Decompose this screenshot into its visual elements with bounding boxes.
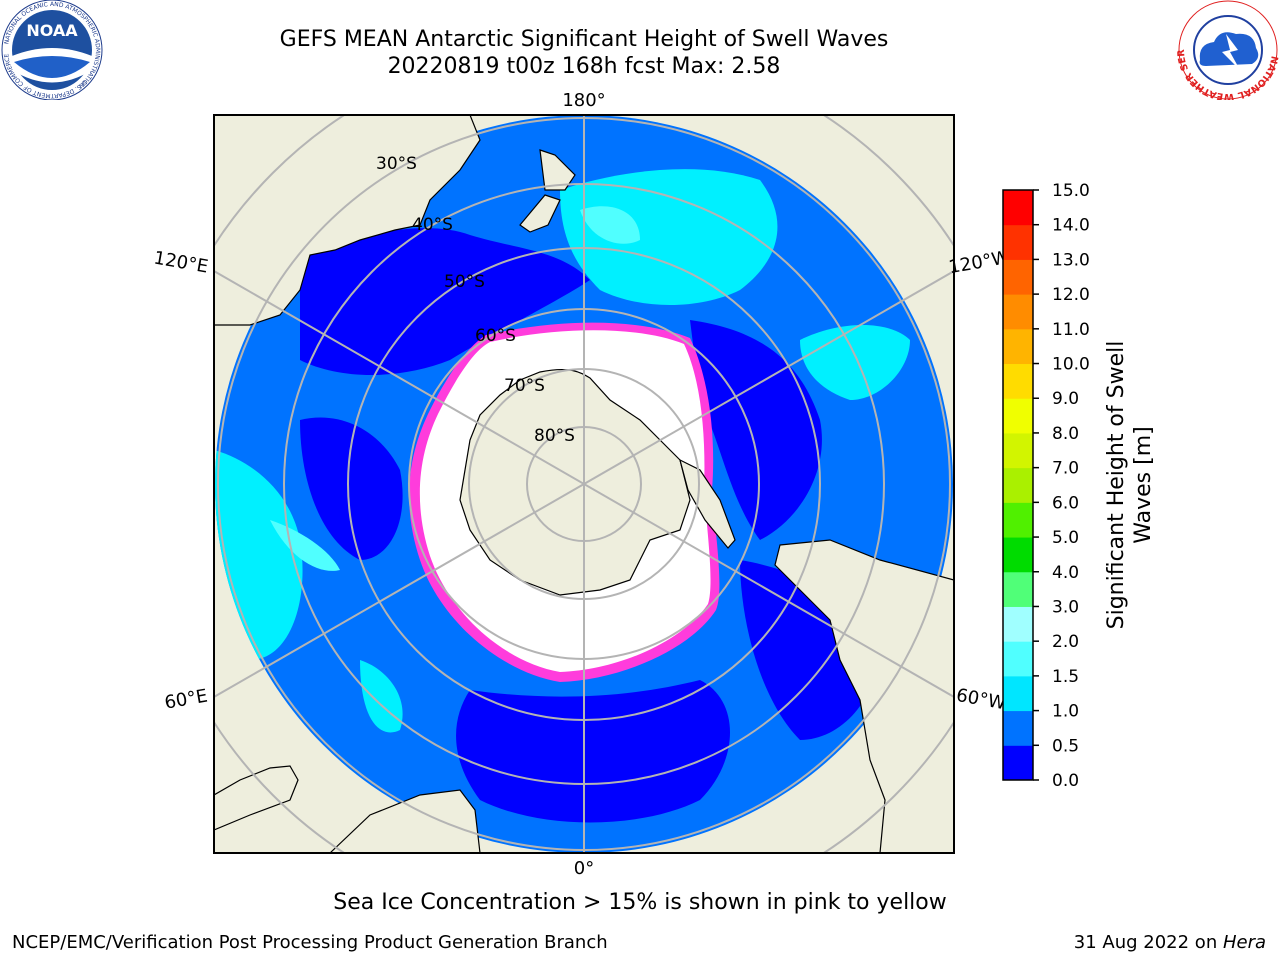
lat-label-30s: 30°S	[376, 154, 417, 174]
lon-label-180: 180°	[562, 90, 605, 111]
lon-label-120w: 120°W	[947, 247, 1011, 278]
colorbar-frame	[1002, 189, 1034, 781]
colorbar-tick-label: 15.0	[1052, 181, 1090, 201]
antarctica-land	[459, 368, 691, 596]
map-frame	[213, 114, 955, 854]
colorbar-tick-label: 13.0	[1052, 250, 1090, 270]
ocean-low-region	[456, 680, 730, 823]
colorbar-swatch	[1003, 675, 1033, 712]
footer-credit: NCEP/EMC/Verification Post Processing Pr…	[12, 932, 608, 953]
title-line-1: GEFS MEAN Antarctic Significant Height o…	[279, 27, 889, 52]
title-line-2: 20220819 t00z 168h fcst Max: 2.58	[387, 54, 781, 79]
australia-land	[214, 115, 481, 326]
ocean-high-region	[560, 169, 778, 305]
colorbar-tick-label: 14.0	[1052, 216, 1090, 236]
lat-label-60s: 60°S	[475, 326, 516, 346]
colorbar-tick-label: 3.0	[1052, 597, 1079, 617]
colorbar-swatch	[1003, 363, 1033, 399]
colorbar-tick-label: 11.0	[1052, 320, 1090, 340]
africa-land	[329, 789, 481, 853]
colorbar-swatch	[1003, 502, 1033, 538]
noaa-logo-text: NOAA	[26, 21, 78, 40]
colorbar-tick-label: 2.0	[1052, 632, 1079, 652]
colorbar-swatch	[1003, 432, 1033, 469]
colorbar-tick-label: 1.5	[1052, 667, 1079, 687]
graticule	[214, 115, 954, 853]
footer-date: 31 Aug 2022 on Hera	[1074, 932, 1266, 953]
colorbar-tick-label: 0.0	[1052, 771, 1079, 791]
lat-label-80s: 80°S	[534, 426, 575, 446]
ocean-higher-region	[580, 206, 640, 244]
meridian-60e-120w	[214, 269, 954, 699]
colorbar-swatch	[1003, 606, 1033, 642]
colorbar-tick-label: 9.0	[1052, 389, 1079, 409]
colorbar-tick-label: 8.0	[1052, 424, 1079, 444]
lat-label-40s: 40°S	[412, 215, 453, 235]
lon-label-0: 0°	[574, 858, 594, 879]
antarctic-peninsula	[679, 458, 736, 549]
noaa-logo: NOAA NATIONAL OCEANIC AND ATMOSPHERIC AD…	[1, 0, 103, 100]
colorbar-swatch	[1003, 398, 1033, 434]
colorbar-tick-label: 12.0	[1052, 285, 1090, 305]
colorbar-tick-label: 6.0	[1052, 493, 1079, 513]
ocean-low-region	[330, 326, 380, 356]
lon-label-60w: 60°W	[955, 685, 1008, 714]
lon-label-120e: 120°E	[152, 247, 210, 277]
colorbar-swatch	[1003, 294, 1033, 330]
ocean-low-region	[690, 320, 822, 540]
colorbar-swatch	[1003, 641, 1033, 677]
ocean-low-region	[300, 417, 403, 560]
colorbar-swatch	[1003, 190, 1033, 226]
colorbar-swatch	[1003, 537, 1033, 573]
colorbar-tick-label: 1.0	[1052, 702, 1079, 722]
colorbar-swatch	[1003, 328, 1033, 365]
colorbar-tick-label: 7.0	[1052, 459, 1079, 479]
colorbar-label-line-1: Significant Height of Swell	[1104, 341, 1129, 630]
lon-label-60e: 60°E	[163, 685, 209, 713]
colorbar-tick-label: 10.0	[1052, 355, 1090, 375]
colorbar-swatch	[1003, 259, 1033, 295]
colorbar-swatch	[1003, 571, 1033, 607]
nws-logo: NATIONAL WEATHER SERVICE	[1176, 0, 1280, 100]
colorbar-tick-label: 5.0	[1052, 528, 1079, 548]
lat-label-70s: 70°S	[504, 376, 545, 396]
colorbar-swatch	[1003, 745, 1033, 781]
colorbar-swatch	[1003, 224, 1033, 260]
new-zealand-land	[519, 149, 576, 233]
footer-host: Hera	[1222, 932, 1266, 953]
colorbar: 0.0 0.5 1.0 1.5 2.0 3.0 4.0 5.0 6.0 7.0 8.0 9.0 10.0…	[1002, 181, 1090, 791]
south-america-land	[774, 539, 954, 853]
colorbar-tick-label: 0.5	[1052, 736, 1079, 756]
madagascar-land	[214, 765, 299, 831]
lat-label-50s: 50°S	[444, 272, 485, 292]
colorbar-swatch	[1003, 467, 1033, 503]
colorbar-swatch	[1003, 710, 1033, 746]
colorbar-label-line-2: Waves [m]	[1131, 426, 1156, 543]
footer-date-text: 31 Aug 2022 on	[1073, 932, 1223, 953]
sea-ice-caption: Sea Ice Concentration > 15% is shown in …	[333, 890, 947, 915]
colorbar-tick-label: 4.0	[1052, 563, 1079, 583]
